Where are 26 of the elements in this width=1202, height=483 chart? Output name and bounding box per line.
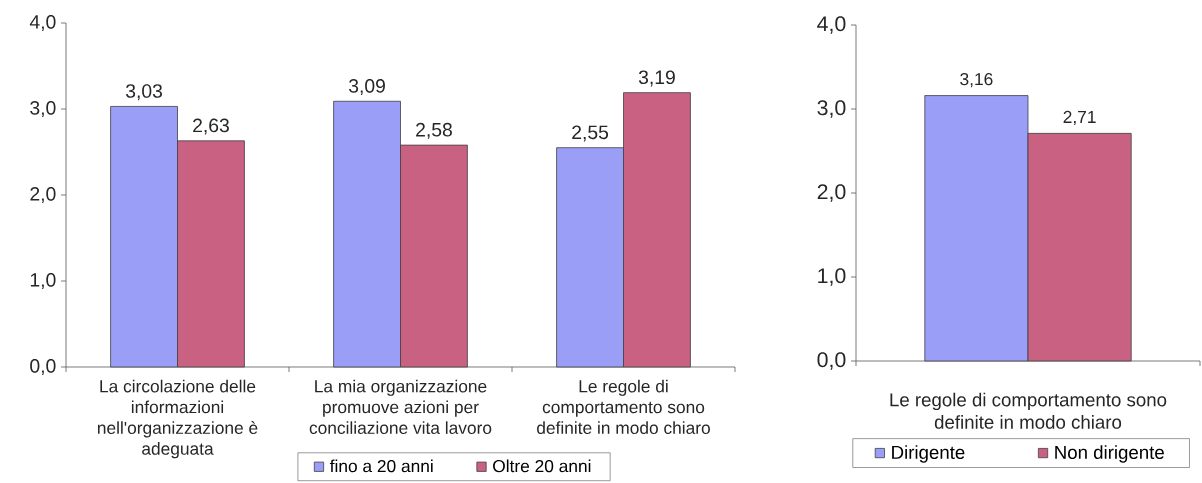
legend-label: Oltre 20 anni [493,459,591,473]
data-label: 3,09 [348,79,385,95]
y-tick-label: 0,0 [817,352,846,370]
data-label: 3,03 [125,84,163,101]
y-tick-label: 3,0 [30,101,56,117]
data-label: 3,16 [960,72,993,88]
data-label: 2,55 [572,125,609,142]
y-tick-label: 3,0 [817,100,846,118]
y-tick-label: 0,0 [30,359,56,375]
data-label: 3,19 [638,70,675,87]
y-tick-label: 1,0 [818,268,846,286]
x-tick-label: La circolazione delle informazioni nell'organizzazione è adeguata [97,379,258,459]
legend-label: Dirigente [892,445,965,463]
data-label: 2,63 [193,118,229,135]
y-tick-label: 4,0 [29,15,56,31]
x-tick-label: La mia organizzazione promuove azioni per conciliazione vita lavoro [309,379,492,435]
y-tick-label: 1,0 [30,273,56,289]
y-tick-label: 4,0 [817,16,846,34]
data-label: 2,71 [1063,110,1096,126]
data-label: 2,58 [416,122,452,139]
x-tick-label: Le regole di comportamento sono definite in modo chiaro [537,379,710,435]
legend-label: Non dirigente [1055,445,1164,463]
y-tick-label: 2,0 [30,187,56,203]
legend-label: fino a 20 anni [329,459,433,473]
x-tick-label: Le regole di comportamento sono definite in modo chiaro [890,392,1167,429]
y-tick-label: 2,0 [817,184,846,202]
